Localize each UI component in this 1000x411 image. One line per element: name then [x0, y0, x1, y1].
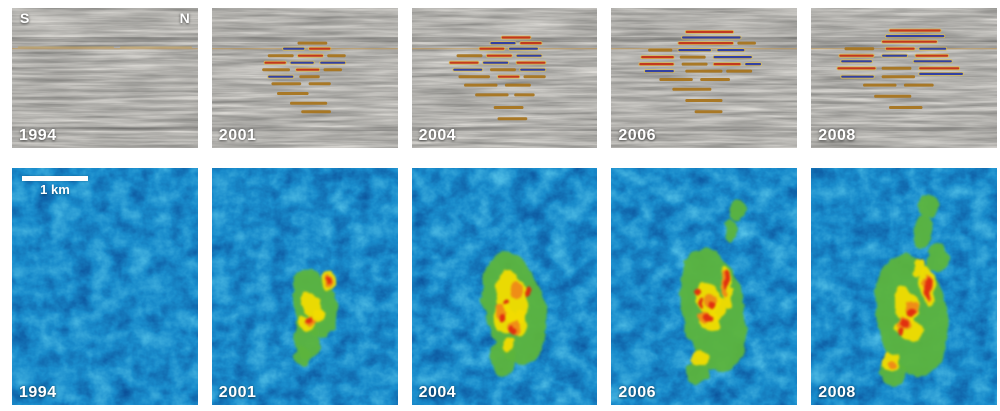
seismic-panel-2006: 2006	[611, 8, 798, 148]
amplitude-map-image	[411, 168, 598, 405]
seismic-panel-2001: 2001	[211, 8, 398, 148]
south-marker-label: S	[20, 10, 30, 26]
seismic-panel-2008: 2008	[811, 8, 997, 148]
year-label: 2006	[618, 127, 656, 144]
plume-blob	[481, 252, 546, 377]
plume-blob	[875, 194, 949, 386]
year-label: 2001	[218, 127, 257, 144]
map-row: 1994 1 km 2001 2004 2006 2008	[12, 168, 997, 405]
map-panel-2001: 2001	[211, 168, 398, 405]
year-label: 1994	[19, 127, 57, 144]
year-label: 2001	[218, 384, 257, 401]
year-label: 1994	[19, 384, 57, 401]
map-panel-2004: 2004	[411, 168, 598, 405]
plume-blob	[680, 201, 747, 384]
seismic-section-image	[12, 8, 198, 148]
scalebar-line	[22, 176, 88, 181]
seismic-row: 1994 S N 2001 2004 2006 2008	[12, 8, 997, 148]
year-label: 2006	[618, 384, 656, 401]
scalebar-label: 1 km	[40, 182, 70, 197]
north-marker-label: N	[179, 10, 190, 26]
seismic-panel-2004: 2004	[411, 8, 598, 148]
amplitude-map-image	[811, 168, 997, 405]
seismic-section-image	[611, 8, 798, 148]
seismic-section-image	[211, 8, 398, 148]
seismic-panel-1994: 1994 S N	[12, 8, 198, 148]
amplitude-map-image	[211, 168, 398, 405]
year-label: 2004	[418, 127, 457, 144]
scalebar: 1 km	[22, 176, 88, 196]
year-label: 2004	[418, 384, 457, 401]
map-panel-2006: 2006	[611, 168, 798, 405]
plume-blob	[291, 268, 337, 365]
year-label: 2008	[818, 127, 856, 144]
year-label: 2008	[818, 384, 856, 401]
map-panel-2008: 2008	[811, 168, 997, 405]
amplitude-map-image	[611, 168, 798, 405]
amplitude-map-image	[12, 168, 198, 405]
seismic-section-image	[811, 8, 997, 148]
map-panel-1994: 1994 1 km	[12, 168, 198, 405]
seismic-section-image	[411, 8, 598, 148]
